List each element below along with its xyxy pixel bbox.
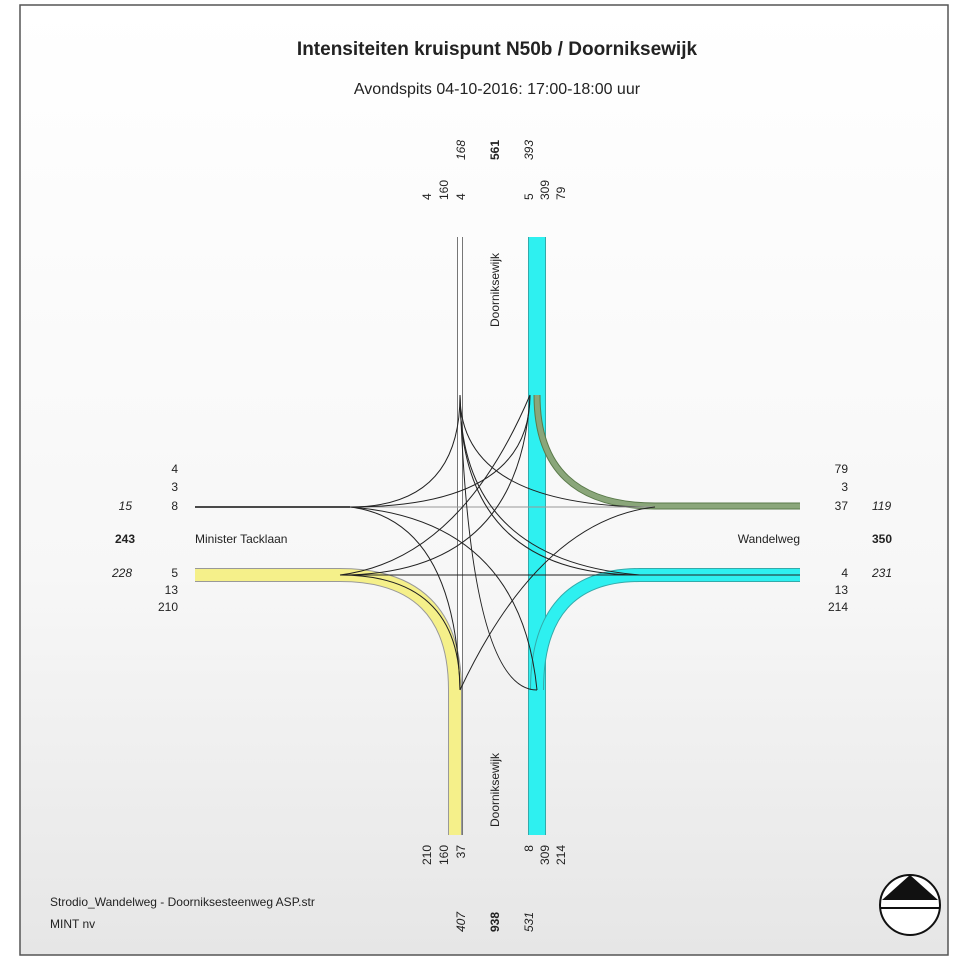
flow-label: 309 xyxy=(538,845,552,865)
flow-label: 4 xyxy=(841,566,848,580)
flow-label: 79 xyxy=(554,186,568,200)
footer-file: Strodio_Wandelweg - Doorniksesteenweg AS… xyxy=(50,895,315,909)
flow-label: 13 xyxy=(835,583,849,597)
flow-label: 5 xyxy=(171,566,178,580)
total-label: 561 xyxy=(488,140,502,160)
flow-label: 4 xyxy=(420,193,434,200)
flow-label: 8 xyxy=(171,499,178,513)
flow-label: 3 xyxy=(841,480,848,494)
compass xyxy=(879,874,941,936)
road-label: Wandelweg xyxy=(738,532,800,546)
flow-label: 4 xyxy=(171,462,178,476)
footer-company: MINT nv xyxy=(50,917,95,931)
road-label: Doorniksewijk xyxy=(488,252,502,327)
total-label: 228 xyxy=(111,566,132,580)
total-label: 350 xyxy=(872,532,892,546)
total-label: 243 xyxy=(115,532,135,546)
flow-label: 160 xyxy=(437,180,451,200)
flow-label: 210 xyxy=(420,845,434,865)
roads xyxy=(195,237,800,835)
flow-label: 160 xyxy=(437,845,451,865)
flow-label: 214 xyxy=(554,845,568,865)
flow-label: 37 xyxy=(454,845,468,859)
flow-label: 210 xyxy=(158,600,178,614)
road-label: Minister Tacklaan xyxy=(195,532,287,546)
total-label: 938 xyxy=(488,912,502,932)
flow-label: 13 xyxy=(165,583,179,597)
subtitle: Avondspits 04-10-2016: 17:00-18:00 uur xyxy=(354,81,641,98)
flow-label: 37 xyxy=(835,499,849,513)
total-label: 531 xyxy=(522,912,536,932)
total-label: 393 xyxy=(522,140,536,160)
flow-label: 79 xyxy=(835,462,849,476)
total-label: 231 xyxy=(871,566,892,580)
flow-label: 309 xyxy=(538,180,552,200)
flow-label: 214 xyxy=(828,600,848,614)
flow-label: 8 xyxy=(522,845,536,852)
flow-label: 4 xyxy=(454,193,468,200)
total-label: 407 xyxy=(454,911,468,932)
flow-label: 5 xyxy=(522,193,536,200)
total-label: 168 xyxy=(454,140,468,160)
flow-label: 3 xyxy=(171,480,178,494)
total-label: 15 xyxy=(119,499,133,513)
total-label: 119 xyxy=(872,499,891,513)
title: Intensiteiten kruispunt N50b / Doornikse… xyxy=(297,39,698,60)
road-label: Doorniksewijk xyxy=(488,752,502,827)
